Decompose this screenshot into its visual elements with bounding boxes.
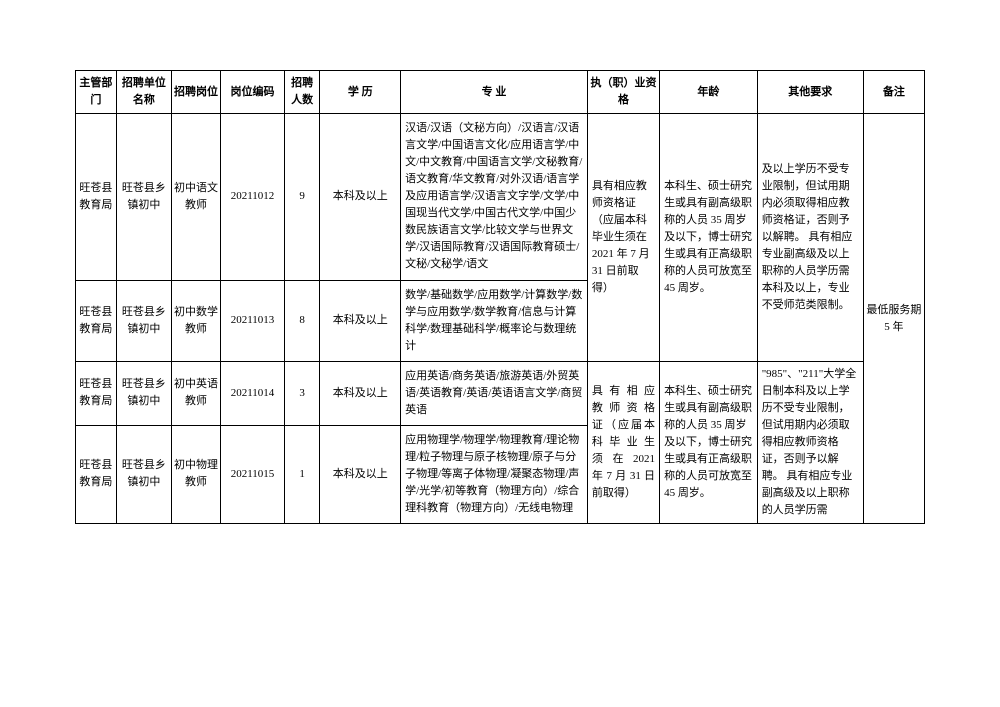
page-container: 主管部门 招聘单位名称 招聘岗位 岗位编码 招聘人数 学 历 专 业 执（职）业… bbox=[0, 0, 1000, 554]
cell-post: 初中物理教师 bbox=[171, 425, 220, 523]
cell-age: 本科生、硕士研究生或具有副高级职称的人员 35 周岁及以下，博士研究生或具有正高… bbox=[660, 114, 758, 362]
cell-num: 9 bbox=[284, 114, 320, 280]
cell-num: 3 bbox=[284, 361, 320, 425]
cell-code: 20211014 bbox=[221, 361, 285, 425]
cell-num: 1 bbox=[284, 425, 320, 523]
col-header-code: 岗位编码 bbox=[221, 71, 285, 114]
cell-edu: 本科及以上 bbox=[320, 425, 401, 523]
cell-edu: 本科及以上 bbox=[320, 280, 401, 361]
col-header-dept: 主管部门 bbox=[76, 71, 117, 114]
header-row: 主管部门 招聘单位名称 招聘岗位 岗位编码 招聘人数 学 历 专 业 执（职）业… bbox=[76, 71, 925, 114]
cell-post: 初中英语教师 bbox=[171, 361, 220, 425]
cell-major: 应用物理学/物理学/物理教育/理论物理/粒子物理与原子核物理/原子与分子物理/等… bbox=[401, 425, 588, 523]
cell-code: 20211013 bbox=[221, 280, 285, 361]
cell-other: 及以上学历不受专业限制，但试用期内必须取得相应教师资格证，否则予以解聘。 具有相… bbox=[757, 114, 863, 362]
col-header-other: 其他要求 bbox=[757, 71, 863, 114]
col-header-num: 招聘人数 bbox=[284, 71, 320, 114]
table-row: 旺苍县教育局 旺苍县乡镇初中 初中语文教师 20211012 9 本科及以上 汉… bbox=[76, 114, 925, 280]
cell-unit: 旺苍县乡镇初中 bbox=[116, 114, 171, 280]
cell-dept: 旺苍县教育局 bbox=[76, 425, 117, 523]
cell-code: 20211012 bbox=[221, 114, 285, 280]
cell-edu: 本科及以上 bbox=[320, 114, 401, 280]
col-header-post: 招聘岗位 bbox=[171, 71, 220, 114]
cell-code: 20211015 bbox=[221, 425, 285, 523]
col-header-edu: 学 历 bbox=[320, 71, 401, 114]
col-header-major: 专 业 bbox=[401, 71, 588, 114]
cell-dept: 旺苍县教育局 bbox=[76, 280, 117, 361]
col-header-qual: 执（职）业资格 bbox=[587, 71, 659, 114]
cell-dept: 旺苍县教育局 bbox=[76, 114, 117, 280]
cell-qualification: 具有相应教师资格证（应届本科毕业生须在 2021 年 7 月 31 日前取得） bbox=[587, 114, 659, 362]
cell-post: 初中数学教师 bbox=[171, 280, 220, 361]
col-header-remark: 备注 bbox=[863, 71, 924, 114]
recruitment-table: 主管部门 招聘单位名称 招聘岗位 岗位编码 招聘人数 学 历 专 业 执（职）业… bbox=[75, 70, 925, 524]
cell-major: 应用英语/商务英语/旅游英语/外贸英语/英语教育/英语/英语语言文学/商贸英语 bbox=[401, 361, 588, 425]
cell-major: 汉语/汉语（文秘方向）/汉语言/汉语言文学/中国语言文化/应用语言学/中文/中文… bbox=[401, 114, 588, 280]
cell-major: 数学/基础数学/应用数学/计算数学/数学与应用数学/数学教育/信息与计算科学/数… bbox=[401, 280, 588, 361]
cell-num: 8 bbox=[284, 280, 320, 361]
cell-post: 初中语文教师 bbox=[171, 114, 220, 280]
cell-edu: 本科及以上 bbox=[320, 361, 401, 425]
cell-remark: 最低服务期 5 年 bbox=[863, 114, 924, 524]
cell-unit: 旺苍县乡镇初中 bbox=[116, 280, 171, 361]
col-header-age: 年龄 bbox=[660, 71, 758, 114]
cell-unit: 旺苍县乡镇初中 bbox=[116, 425, 171, 523]
cell-age: 本科生、硕士研究生或具有副高级职称的人员 35 周岁及以下，博士研究生或具有正高… bbox=[660, 361, 758, 523]
cell-other: "985"、"211"大学全日制本科及以上学历不受专业限制，但试用期内必须取得相… bbox=[757, 361, 863, 523]
col-header-unit: 招聘单位名称 bbox=[116, 71, 171, 114]
cell-unit: 旺苍县乡镇初中 bbox=[116, 361, 171, 425]
cell-qualification: 具 有 相 应 教 师 资 格 证（应届本科 毕 业 生 须 在 2021 年 … bbox=[587, 361, 659, 523]
table-row: 旺苍县教育局 旺苍县乡镇初中 初中英语教师 20211014 3 本科及以上 应… bbox=[76, 361, 925, 425]
cell-dept: 旺苍县教育局 bbox=[76, 361, 117, 425]
